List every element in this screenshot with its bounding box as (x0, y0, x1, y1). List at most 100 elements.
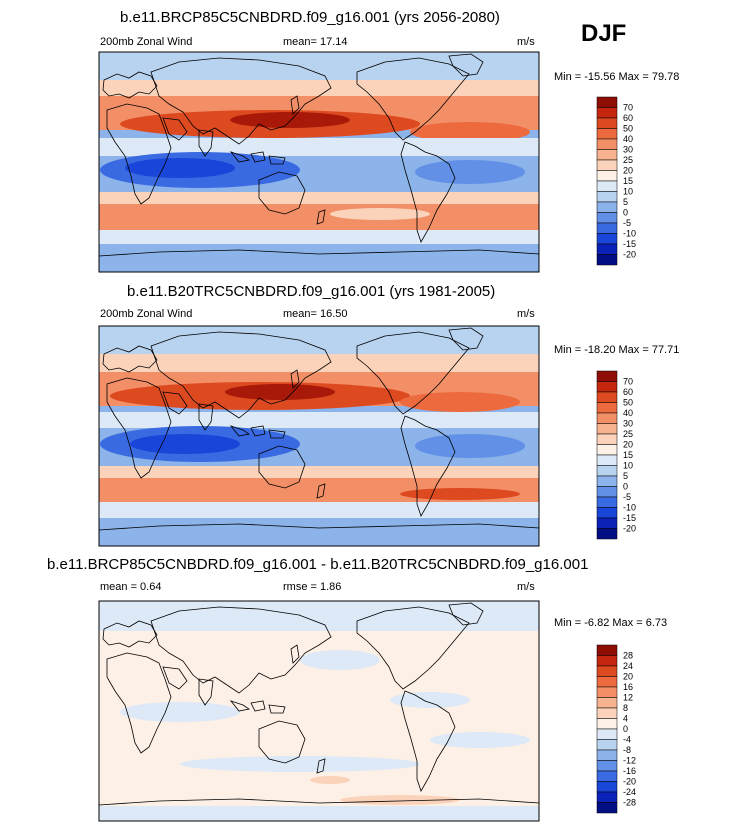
colorbar-box (596, 191, 618, 203)
colorbar-box (596, 149, 618, 161)
colorbar-label: -10 (623, 503, 636, 513)
colorbar-label: -16 (623, 766, 636, 776)
colorbar-box (596, 128, 618, 140)
colorbar-box (596, 770, 618, 782)
panel-3-title: b.e11.BRCP85C5CNBDRD.f09_g16.001 - b.e11… (47, 556, 589, 573)
panel-1-mean: mean= 17.14 (283, 36, 348, 48)
colorbar-box (596, 465, 618, 477)
colorbar-label: -24 (623, 787, 636, 797)
panel-1-variable-label: 200mb Zonal Wind (100, 36, 193, 48)
colorbar-label: -20 (623, 777, 636, 787)
colorbar-box (596, 781, 618, 793)
colorbar-label: 5 (623, 471, 628, 481)
colorbar-label: 20 (623, 166, 633, 176)
colorbar-label: 50 (623, 124, 633, 134)
colorbar-label: 15 (623, 450, 633, 460)
panel-2-units: m/s (517, 308, 535, 320)
colorbar-label: 0 (623, 482, 628, 492)
colorbar-box (596, 444, 618, 456)
colorbar-label: 10 (623, 461, 633, 471)
panel-3-mean: mean = 0.64 (100, 581, 162, 593)
colorbar-box (596, 233, 618, 245)
colorbar-label: 40 (623, 408, 633, 418)
colorbar-label: -10 (623, 229, 636, 239)
colorbar-box (596, 749, 618, 761)
panel-3-map (98, 600, 540, 822)
colorbar-box (596, 170, 618, 182)
colorbar-label: 10 (623, 187, 633, 197)
colorbar-box (596, 517, 618, 529)
colorbar-box (596, 760, 618, 772)
colorbar-label: 70 (623, 103, 633, 113)
colorbar-label: 4 (623, 714, 628, 724)
colorbar-label: 30 (623, 419, 633, 429)
panel-3-rmse: rmse = 1.86 (283, 581, 342, 593)
colorbar-box (596, 475, 618, 487)
colorbar-box (596, 117, 618, 129)
colorbar-box (596, 222, 618, 234)
colorbar-label: 60 (623, 113, 633, 123)
panel-2-mean: mean= 16.50 (283, 308, 348, 320)
colorbar-box (596, 718, 618, 730)
colorbar-label: 16 (623, 682, 633, 692)
panel-3-units: m/s (517, 581, 535, 593)
colorbar-box (596, 728, 618, 740)
colorbar-box (596, 739, 618, 751)
colorbar-box (596, 381, 618, 393)
season-label: DJF (581, 20, 627, 47)
colorbar-label: 25 (623, 429, 633, 439)
colorbar-box (596, 486, 618, 498)
colorbar-box (596, 655, 618, 667)
colorbar-label: -15 (623, 239, 636, 249)
colorbar-box (596, 159, 618, 171)
panel-1-title: b.e11.BRCP85C5CNBDRD.f09_g16.001 (yrs 20… (120, 9, 500, 26)
colorbar-box (596, 433, 618, 445)
colorbar-label: 20 (623, 672, 633, 682)
colorbar-box (596, 665, 618, 677)
colorbar-label: 15 (623, 176, 633, 186)
colorbar-box (596, 686, 618, 698)
panel-2-minmax: Min = -18.20 Max = 77.71 (554, 344, 680, 356)
colorbar-box (596, 802, 618, 814)
colorbar-box (596, 676, 618, 688)
colorbar-box (596, 791, 618, 803)
panel-2-map (98, 325, 540, 547)
colorbar-label: -4 (623, 735, 631, 745)
colorbar-label: 70 (623, 377, 633, 387)
colorbar-box (596, 528, 618, 540)
colorbar-label: -28 (623, 798, 636, 808)
panel-2-variable-label: 200mb Zonal Wind (100, 308, 193, 320)
colorbar-box (596, 107, 618, 119)
colorbar-label: 8 (623, 703, 628, 713)
colorbar-box (596, 496, 618, 508)
colorbar-box (596, 507, 618, 519)
colorbar-box (596, 454, 618, 466)
colorbar-box (596, 707, 618, 719)
colorbar-label: 50 (623, 398, 633, 408)
colorbar-label: -12 (623, 756, 636, 766)
colorbar-label: -20 (623, 524, 636, 534)
colorbar-label: -20 (623, 250, 636, 260)
colorbar-box (596, 201, 618, 213)
colorbar-label: 0 (623, 724, 628, 734)
colorbar-label: 40 (623, 134, 633, 144)
colorbar-box (596, 644, 618, 656)
colorbar-box (596, 180, 618, 192)
panel-2-title: b.e11.B20TRC5CNBDRD.f09_g16.001 (yrs 198… (127, 283, 496, 300)
colorbar-label: 0 (623, 208, 628, 218)
panel-3-minmax: Min = -6.82 Max = 6.73 (554, 617, 668, 629)
colorbar-box (596, 697, 618, 709)
colorbar-box (596, 138, 618, 150)
colorbar-box (596, 254, 618, 266)
colorbar-label: 30 (623, 145, 633, 155)
colorbar-label: -5 (623, 218, 631, 228)
colorbar-label: 25 (623, 155, 633, 165)
colorbar-label: -15 (623, 513, 636, 523)
colorbar-label: -8 (623, 745, 631, 755)
colorbar-label: 20 (623, 440, 633, 450)
panel-1-units: m/s (517, 36, 535, 48)
panel-1-minmax: Min = -15.56 Max = 79.78 (554, 71, 680, 83)
